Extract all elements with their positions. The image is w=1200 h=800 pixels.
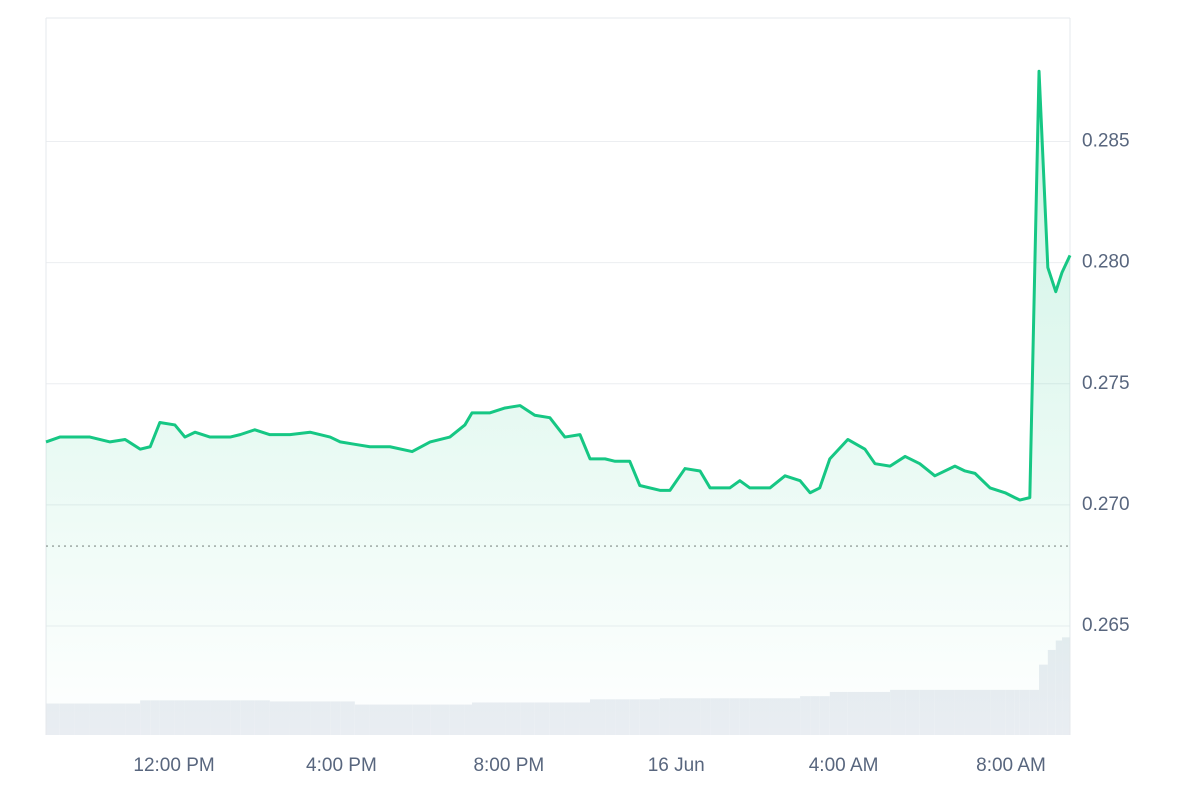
x-tick-label: 8:00 PM bbox=[473, 755, 544, 776]
x-tick-label: 4:00 AM bbox=[809, 755, 879, 776]
price-line bbox=[45, 69, 1072, 502]
x-tick-label: 16 Jun bbox=[648, 755, 705, 776]
y-tick-label: 0.275 bbox=[1082, 373, 1130, 394]
y-tick-label: 0.265 bbox=[1082, 615, 1130, 636]
y-tick-label: 0.270 bbox=[1082, 494, 1130, 515]
x-tick-label: 4:00 PM bbox=[306, 755, 377, 776]
x-tick-label: 8:00 AM bbox=[976, 755, 1046, 776]
y-tick-label: 0.280 bbox=[1082, 252, 1130, 273]
x-tick-label: 12:00 PM bbox=[133, 755, 214, 776]
y-tick-label: 0.285 bbox=[1082, 131, 1130, 152]
area-fill bbox=[46, 71, 1070, 736]
